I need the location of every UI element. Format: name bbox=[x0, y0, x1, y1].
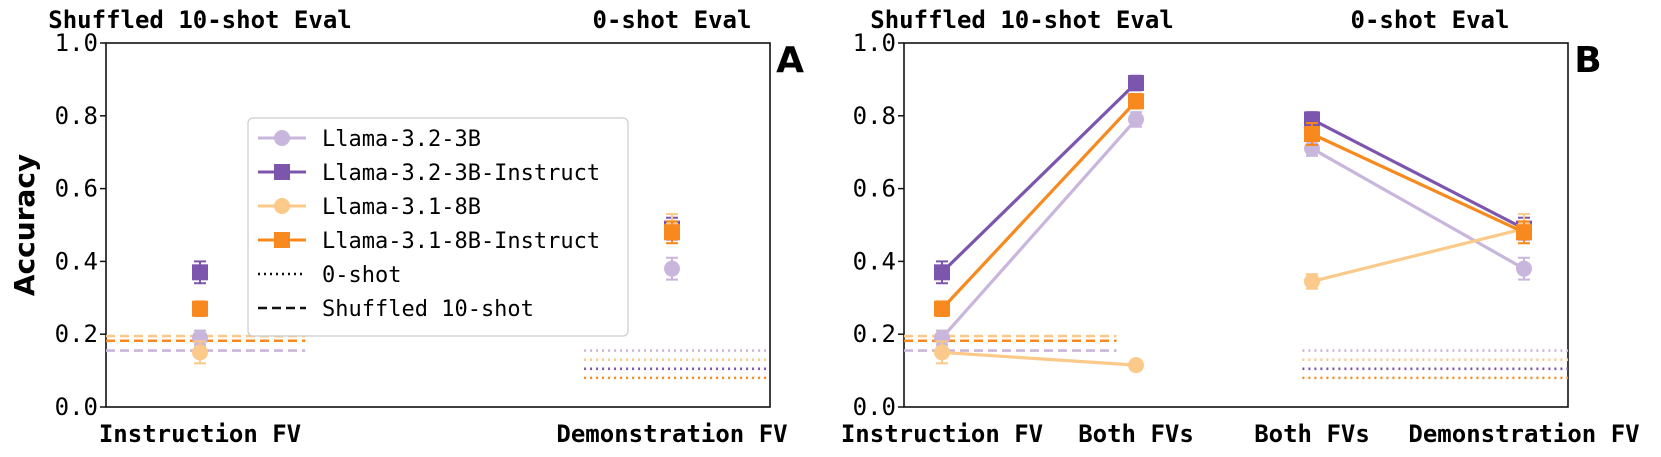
series-line bbox=[1311, 132, 1525, 234]
series-line bbox=[940, 100, 1138, 310]
panel-b-group-title-right: 0-shot Eval bbox=[1351, 6, 1510, 34]
legend-label: 0-shot bbox=[322, 263, 401, 288]
legend-entry: Llama-3.1-8B bbox=[258, 195, 481, 220]
panel-b-axes-frame bbox=[903, 42, 1569, 408]
series-line bbox=[1311, 118, 1525, 231]
panel-b-x-tick-label: Instruction FV bbox=[841, 420, 1043, 448]
series-line bbox=[940, 118, 1138, 339]
data-point-circle bbox=[192, 344, 208, 361]
panel-a-data-marks bbox=[192, 213, 680, 365]
legend-entry: 0-shot bbox=[258, 263, 401, 288]
panel-b-x-tick-label: Demonstration FV bbox=[1408, 420, 1639, 448]
y-tick-label: 0.2 bbox=[55, 320, 98, 348]
y-tick-label: 0.6 bbox=[55, 175, 98, 203]
legend-entry: Llama-3.2-3B-Instruct bbox=[258, 161, 600, 186]
legend-entry: Shuffled 10-shot bbox=[258, 297, 534, 322]
panel-b-x-tick-label: Both FVs bbox=[1254, 420, 1370, 448]
y-tick-label: 1.0 bbox=[853, 29, 896, 57]
series-line bbox=[941, 350, 1137, 367]
panel-a-group-title-right: 0-shot Eval bbox=[593, 6, 752, 34]
panel-a-y-axis: 0.0 0.2 0.4 0.6 0.8 1.0 bbox=[55, 29, 106, 421]
y-tick-label: 0.4 bbox=[853, 247, 896, 275]
panel-b-data-marks bbox=[934, 74, 1532, 374]
legend-label: Llama-3.1-8B-Instruct bbox=[322, 229, 600, 254]
data-point-square bbox=[1516, 224, 1532, 241]
panel-b-x-tick-label: Both FVs bbox=[1078, 420, 1194, 448]
data-point-square bbox=[192, 300, 208, 317]
y-tick-label: 0.0 bbox=[55, 393, 98, 421]
data-point-square bbox=[192, 264, 208, 281]
panel-a-group-title-left: Shuffled 10-shot Eval bbox=[48, 6, 351, 34]
legend-entry: Llama-3.2-3B bbox=[258, 127, 481, 152]
panel-a-axes-frame bbox=[105, 42, 771, 408]
legend-circle-marker bbox=[274, 130, 290, 146]
legend-square-marker bbox=[274, 232, 290, 248]
data-point-square bbox=[1304, 126, 1320, 142]
data-point-square bbox=[1128, 93, 1144, 110]
panel-b-label: B bbox=[1574, 40, 1601, 81]
series-llama31_instruct bbox=[934, 92, 1532, 317]
series-line bbox=[1311, 227, 1525, 283]
legend: Llama-3.2-3B Llama-3.2-3B-Instruct Llama… bbox=[247, 117, 629, 337]
panel-a-label: A bbox=[776, 40, 804, 81]
series-line bbox=[1311, 147, 1525, 271]
data-point-circle bbox=[1516, 260, 1532, 277]
y-tick-label: 0.4 bbox=[55, 247, 98, 275]
legend-label: Llama-3.1-8B bbox=[322, 195, 481, 220]
data-point-square bbox=[934, 264, 950, 281]
panel-b-group-title-left: Shuffled 10-shot Eval bbox=[870, 6, 1173, 34]
legend-label: Shuffled 10-shot bbox=[322, 297, 534, 322]
series-line bbox=[940, 81, 1138, 274]
panel-a-x-tick-label: Demonstration FV bbox=[556, 420, 787, 448]
series-llama32_instruct bbox=[934, 74, 1532, 285]
y-tick-label: 0.0 bbox=[853, 393, 896, 421]
series-llama32_base bbox=[934, 111, 1532, 347]
data-point-square bbox=[664, 224, 680, 241]
legend-circle-marker bbox=[274, 198, 290, 214]
data-point-square bbox=[934, 300, 950, 317]
panel-b: B Shuffled 10-shot Eval 0-shot Eval 0.00… bbox=[841, 6, 1640, 448]
legend-frame bbox=[247, 117, 629, 337]
legend-square-marker bbox=[274, 164, 290, 180]
y-tick-label: 0.8 bbox=[55, 102, 98, 130]
panel-b-y-axis: 0.0 0.2 0.4 0.6 0.8 1.0 bbox=[853, 29, 904, 421]
data-point-circle bbox=[664, 260, 680, 277]
series-llama31_instruct bbox=[192, 220, 680, 317]
panel-a-x-tick-label: Instruction FV bbox=[99, 420, 301, 448]
y-tick-label: 0.2 bbox=[853, 320, 896, 348]
panel-a: A Accuracy Shuffled 10-shot Eval 0-shot … bbox=[8, 6, 804, 448]
y-tick-label: 0.6 bbox=[853, 175, 896, 203]
data-point-circle bbox=[1304, 273, 1320, 290]
y-tick-label: 1.0 bbox=[55, 29, 98, 57]
y-axis-label: Accuracy bbox=[8, 154, 41, 296]
data-point-circle bbox=[1128, 357, 1144, 374]
y-tick-label: 0.8 bbox=[853, 102, 896, 130]
legend-entry: Llama-3.1-8B-Instruct bbox=[258, 229, 600, 254]
legend-label: Llama-3.2-3B-Instruct bbox=[322, 161, 600, 186]
data-point-square bbox=[1128, 75, 1144, 92]
data-point-circle bbox=[934, 344, 950, 361]
legend-label: Llama-3.2-3B bbox=[322, 127, 481, 152]
data-point-circle bbox=[1128, 111, 1144, 128]
